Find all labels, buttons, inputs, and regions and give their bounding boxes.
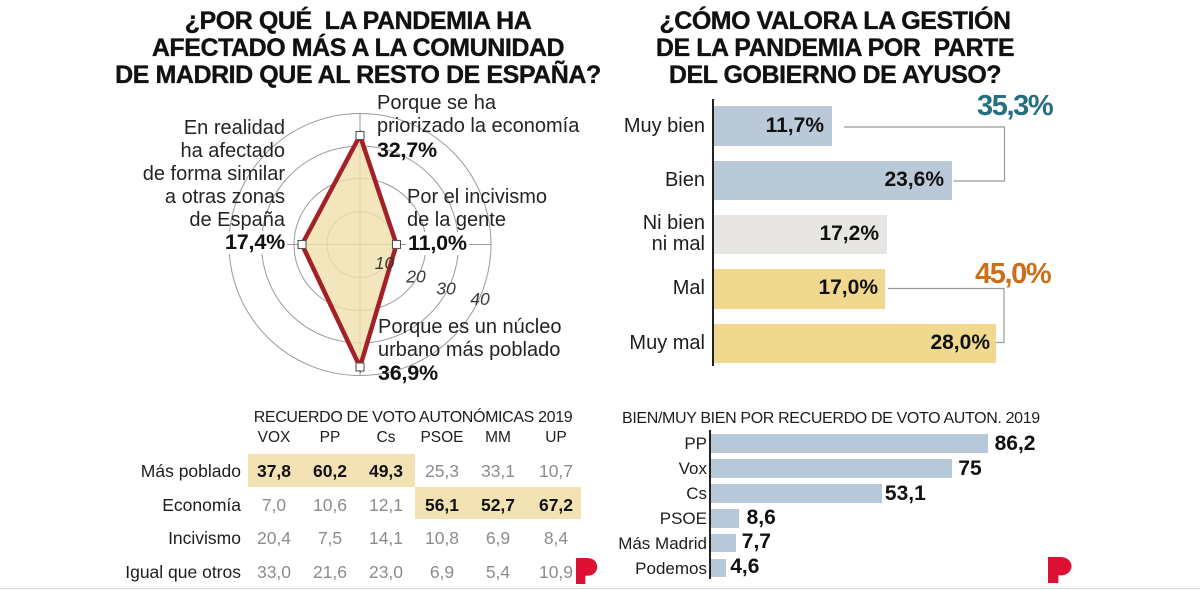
- svg-text:40: 40: [470, 289, 490, 309]
- svg-text:20: 20: [405, 267, 426, 287]
- svg-text:30: 30: [436, 279, 456, 299]
- svg-text:10: 10: [375, 253, 395, 273]
